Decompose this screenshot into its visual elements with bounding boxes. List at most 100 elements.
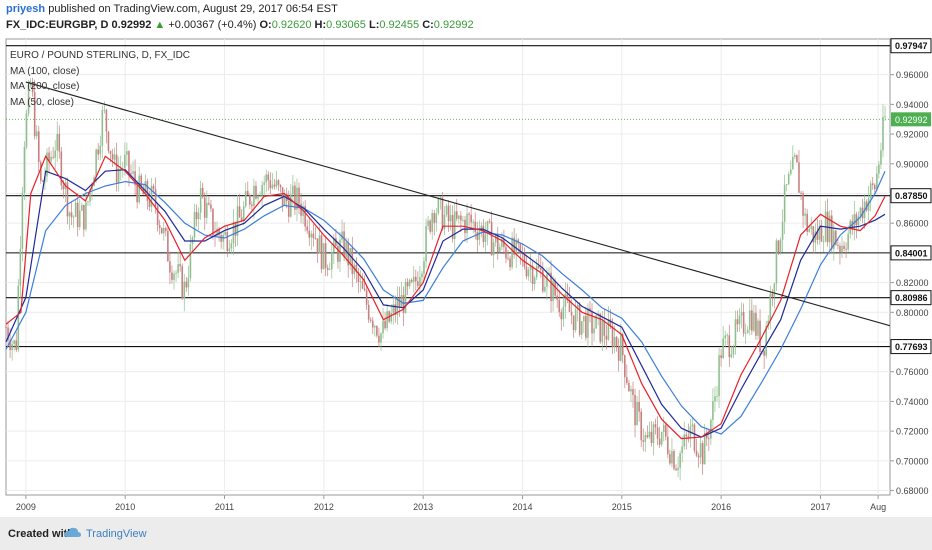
candle-body bbox=[660, 431, 663, 445]
candle-body bbox=[460, 215, 462, 221]
candle-body bbox=[300, 203, 302, 216]
x-tick-label: 2016 bbox=[711, 502, 731, 512]
candle-body bbox=[412, 276, 415, 282]
symbol-name: FX_IDC:EURGBP, D bbox=[6, 19, 109, 31]
candle-body bbox=[193, 211, 196, 238]
candle-body bbox=[470, 214, 472, 223]
candle-body bbox=[31, 82, 34, 93]
candle-body bbox=[152, 185, 155, 190]
candle-body bbox=[539, 267, 542, 270]
legend-ma50: MA (50, close) bbox=[10, 97, 74, 108]
x-tick-label: 2012 bbox=[314, 502, 334, 512]
candle-body bbox=[216, 228, 218, 236]
candle-body bbox=[435, 213, 438, 223]
level-price-box bbox=[890, 290, 932, 306]
up-arrow-icon: ▲ bbox=[154, 19, 166, 31]
candle-body bbox=[814, 231, 817, 243]
candle-body bbox=[640, 411, 642, 441]
chart-title: EURO / POUND STERLING, D, FX_IDC bbox=[10, 50, 191, 61]
legend-ma100: MA (100, close) bbox=[10, 66, 80, 77]
tradingview-link[interactable]: TradingView bbox=[86, 528, 147, 540]
candle-body bbox=[763, 350, 765, 356]
candle-body bbox=[40, 161, 42, 181]
candle-body bbox=[800, 192, 802, 194]
candle-body bbox=[376, 326, 378, 336]
candle-body bbox=[322, 243, 325, 270]
candle-body bbox=[177, 264, 179, 273]
candle-body bbox=[697, 455, 700, 458]
candle-body bbox=[162, 228, 165, 234]
candle-body bbox=[744, 332, 747, 334]
candle-body bbox=[708, 438, 710, 440]
candle-body bbox=[650, 431, 653, 444]
candle-body bbox=[585, 315, 587, 338]
candle-body bbox=[320, 235, 323, 270]
candle-body bbox=[115, 154, 118, 183]
author-link[interactable]: priyesh bbox=[6, 3, 46, 15]
candle-body bbox=[703, 432, 706, 465]
candle-body bbox=[873, 184, 876, 190]
candle-body bbox=[681, 446, 683, 454]
trendline bbox=[25, 81, 891, 327]
candle-body bbox=[95, 149, 97, 178]
candle-body bbox=[511, 237, 513, 268]
candle-body bbox=[859, 207, 862, 217]
candle-body bbox=[509, 258, 511, 268]
candle-body bbox=[330, 252, 333, 270]
level-price-box bbox=[890, 188, 932, 204]
candle-body bbox=[757, 320, 759, 336]
candle-body bbox=[107, 131, 110, 151]
candle-body bbox=[101, 109, 104, 146]
candle-body bbox=[62, 185, 65, 190]
candle-body bbox=[175, 272, 177, 274]
candle-body bbox=[81, 204, 83, 211]
price-chart[interactable]: 0.680000.700000.720000.740000.760000.780… bbox=[0, 0, 932, 517]
candle-body bbox=[105, 109, 108, 132]
candle-body bbox=[572, 315, 575, 331]
candle-body bbox=[119, 168, 122, 170]
candle-body bbox=[212, 208, 214, 235]
candle-body bbox=[417, 281, 419, 286]
candle-body bbox=[695, 450, 698, 456]
candle-body bbox=[415, 276, 417, 282]
candle-body bbox=[562, 306, 565, 320]
candle-body bbox=[74, 202, 77, 217]
candle-body bbox=[671, 451, 673, 464]
candle-body bbox=[662, 424, 665, 432]
candle-body bbox=[382, 320, 384, 334]
candle-body bbox=[546, 274, 548, 287]
candle-body bbox=[425, 225, 427, 262]
candle-body bbox=[507, 258, 509, 260]
candle-body bbox=[667, 436, 669, 455]
candle-body bbox=[324, 243, 327, 268]
candle-body bbox=[798, 162, 800, 193]
candle-body bbox=[394, 304, 397, 315]
candle-body bbox=[445, 205, 448, 215]
candle-body bbox=[496, 235, 499, 253]
candle-body bbox=[355, 264, 358, 272]
candle-body bbox=[423, 261, 425, 274]
candle-body bbox=[816, 231, 819, 240]
candle-body bbox=[855, 214, 858, 226]
candle-body bbox=[433, 213, 436, 223]
candle-body bbox=[505, 247, 507, 259]
candle-body bbox=[605, 335, 608, 340]
ma100-line bbox=[5, 169, 886, 438]
candle-body bbox=[429, 220, 431, 232]
candle-body bbox=[449, 215, 452, 222]
candle-body bbox=[767, 320, 770, 326]
candle-body bbox=[742, 312, 745, 334]
candle-body bbox=[783, 184, 786, 222]
candle-body bbox=[261, 185, 263, 196]
candle-body bbox=[591, 311, 593, 334]
candle-body bbox=[613, 337, 616, 348]
candle-body bbox=[220, 235, 222, 242]
candle-body bbox=[371, 320, 374, 328]
candle-body bbox=[103, 109, 106, 111]
candle-body bbox=[304, 206, 306, 227]
candle-body bbox=[781, 221, 784, 240]
candle-body bbox=[490, 221, 493, 256]
candle-body bbox=[884, 116, 886, 118]
candle-body bbox=[351, 247, 354, 274]
candle-body bbox=[699, 443, 702, 458]
